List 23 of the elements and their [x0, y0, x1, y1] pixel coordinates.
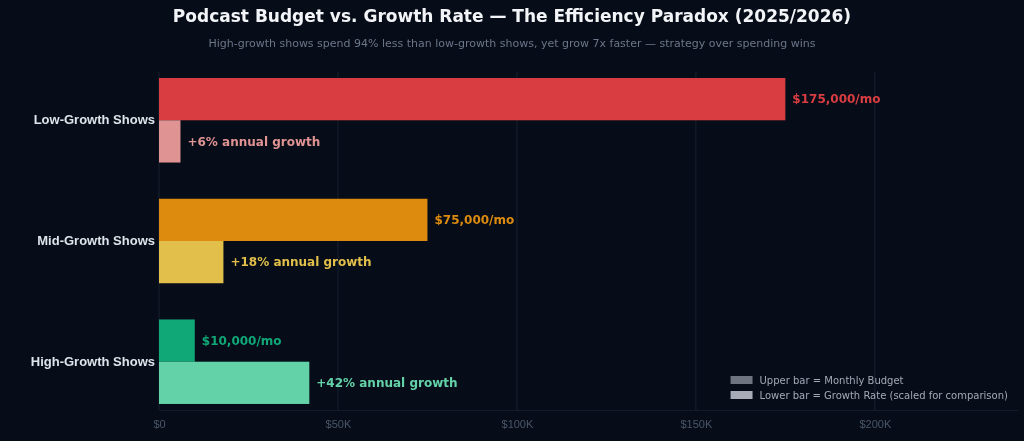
bar	[159, 319, 195, 362]
y-tick-label: Mid-Growth Shows	[37, 233, 155, 249]
y-tick-label: High-Growth Shows	[30, 353, 155, 369]
y-tick-label: Low-Growth Shows	[33, 112, 155, 128]
data-label: $10,000/mo	[201, 333, 282, 348]
data-label: $175,000/mo	[792, 92, 881, 107]
annotation: +42% annual growth	[316, 376, 458, 391]
x-tick-label: $0	[153, 417, 166, 430]
bar	[159, 198, 428, 241]
annotation: +18% annual growth	[230, 255, 372, 270]
bar	[159, 361, 310, 404]
bar	[159, 120, 181, 163]
annotation: +6% annual growth	[187, 134, 321, 149]
bar	[159, 241, 224, 284]
x-tick-label: $200K	[859, 417, 892, 430]
x-tick-label: $100K	[501, 417, 534, 430]
chart-subtitle: High-growth shows spend 94% less than low-growth shows, yet grow 7x faster — strategy over spending wins	[208, 37, 816, 50]
legend: Upper bar = Monthly Budget Lower bar = Growth Rate (scaled for comparison)	[730, 374, 1008, 401]
data-label: $75,000/mo	[434, 213, 515, 228]
x-tick-label: $50K	[325, 417, 352, 430]
chart-title: Podcast Budget vs. Growth Rate — The Efficiency Paradox (2025/2026)	[172, 6, 852, 26]
x-tick-label: $150K	[680, 417, 713, 430]
bar	[159, 78, 786, 121]
